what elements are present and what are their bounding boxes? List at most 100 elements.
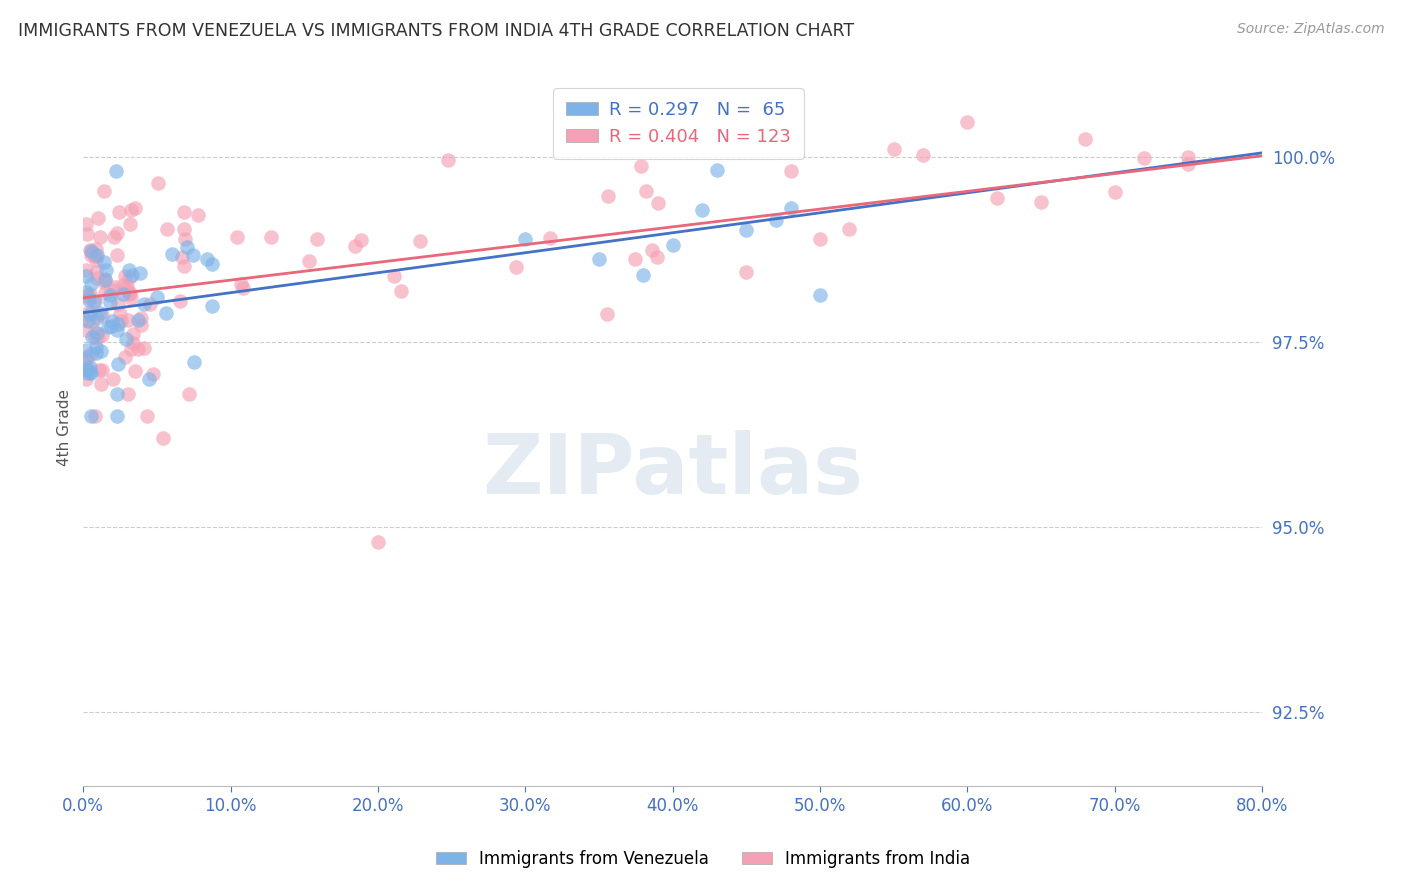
Point (117, 280, 139, 294)
Point (80, 330, 103, 344)
Point (779, 164, 801, 178)
Point (75, 357, 97, 371)
Point (118, 217, 141, 231)
Point (201, 299, 224, 313)
Point (80, 347, 103, 361)
Point (197, 252, 219, 266)
Point (515, 232, 537, 246)
Point (779, 201, 801, 215)
Point (260, 229, 283, 244)
Point (83, 293, 105, 308)
Point (124, 202, 146, 216)
Point (765, 212, 787, 227)
Point (735, 222, 758, 236)
Point (98, 294, 121, 309)
Point (75, 372, 97, 386)
Point (118, 287, 141, 301)
Point (120, 291, 142, 305)
Point (79, 243, 101, 257)
Point (201, 257, 224, 271)
Point (80, 248, 103, 262)
Point (117, 263, 139, 277)
Point (79, 359, 101, 374)
Point (86, 311, 108, 326)
Point (117, 387, 139, 401)
Point (596, 307, 619, 321)
Point (120, 342, 142, 356)
Point (94, 285, 117, 300)
Point (808, 232, 831, 246)
Point (912, 147, 935, 161)
Point (76, 362, 98, 376)
Text: Source: ZipAtlas.com: Source: ZipAtlas.com (1237, 22, 1385, 37)
Point (97, 319, 120, 334)
Point (838, 221, 860, 235)
Point (173, 259, 195, 273)
Point (645, 250, 668, 264)
Point (80, 244, 103, 258)
Point (127, 342, 149, 356)
Point (76, 290, 98, 304)
Point (76, 287, 98, 301)
Point (75, 323, 97, 337)
Point (121, 268, 143, 282)
Point (883, 142, 905, 156)
Point (77, 293, 100, 307)
Point (87, 211, 110, 225)
Point (409, 234, 432, 248)
Point (93, 275, 115, 289)
Point (437, 153, 460, 168)
Point (120, 203, 142, 218)
Point (382, 269, 405, 284)
Point (956, 115, 979, 129)
Point (80, 313, 103, 327)
Y-axis label: 4th Grade: 4th Grade (58, 389, 72, 466)
Point (636, 184, 658, 198)
Point (174, 232, 197, 246)
Point (90, 377, 112, 392)
Point (77, 313, 100, 327)
Point (596, 188, 619, 202)
Point (155, 306, 177, 320)
Point (101, 372, 124, 386)
Point (93, 184, 115, 198)
Point (132, 341, 155, 355)
Point (89, 306, 111, 320)
Point (118, 271, 141, 285)
Point (84, 242, 107, 256)
Point (75, 268, 97, 283)
Point (134, 296, 156, 310)
Point (79, 366, 101, 380)
Point (90, 328, 112, 343)
Text: IMMIGRANTS FROM VENEZUELA VS IMMIGRANTS FROM INDIA 4TH GRADE CORRELATION CHART: IMMIGRANTS FROM VENEZUELA VS IMMIGRANTS … (18, 22, 855, 40)
Point (169, 294, 191, 309)
Point (108, 204, 131, 219)
Point (105, 409, 128, 424)
Point (129, 310, 152, 325)
Point (1177, 157, 1199, 171)
Point (79, 365, 101, 379)
Point (298, 254, 321, 268)
Point (90, 309, 112, 323)
Point (121, 327, 143, 342)
Point (75, 313, 97, 327)
Point (170, 250, 193, 264)
Point (808, 288, 831, 302)
Point (1133, 152, 1156, 166)
Point (148, 176, 170, 190)
Point (101, 314, 124, 328)
Point (103, 283, 125, 297)
Point (76, 227, 98, 241)
Point (112, 287, 135, 301)
Point (183, 355, 205, 369)
Point (231, 277, 253, 291)
Point (91, 362, 114, 376)
Point (118, 286, 141, 301)
Point (86, 326, 108, 340)
Point (305, 232, 328, 246)
Point (690, 203, 713, 218)
Point (389, 284, 412, 298)
Point (103, 230, 125, 244)
Point (124, 364, 146, 378)
Point (156, 222, 179, 236)
